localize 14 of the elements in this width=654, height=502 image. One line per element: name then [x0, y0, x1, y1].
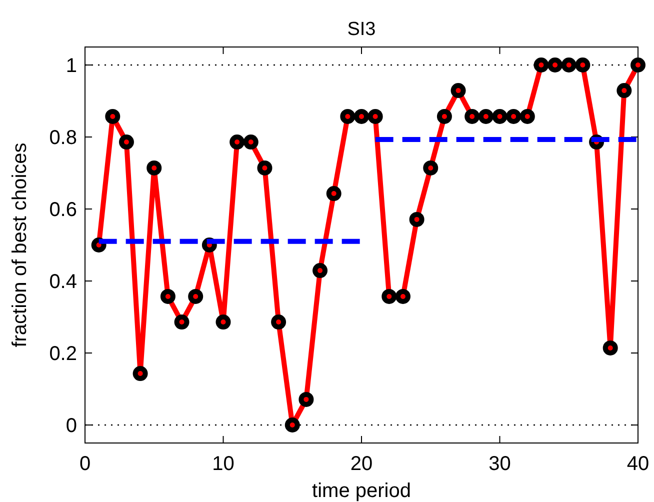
x-tick-label: 30 [488, 453, 511, 475]
x-tick-label: 40 [626, 453, 650, 475]
y-tick-label: 0.2 [49, 343, 77, 365]
x-tick-label: 20 [350, 453, 373, 475]
x-tick-label: 10 [212, 453, 234, 475]
y-tick-label: 0.8 [49, 127, 77, 149]
y-tick-label: 1 [66, 55, 77, 77]
y-axis-title: fraction of best choices [9, 142, 31, 348]
y-tick-label: 0.6 [49, 199, 77, 221]
x-axis-title: time period [312, 480, 411, 502]
y-tick-label: 0 [66, 415, 77, 437]
x-tick-label: 0 [79, 453, 91, 475]
chart-title: SI3 [347, 19, 376, 40]
y-tick-label: 0.4 [49, 271, 77, 293]
